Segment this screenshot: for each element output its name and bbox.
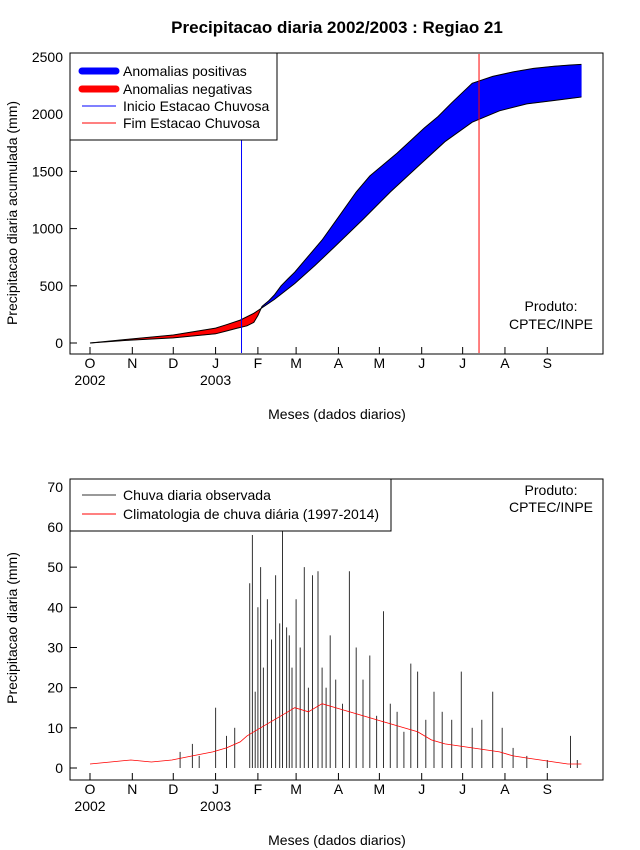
top-xlabel: Meses (dados diarios) <box>268 406 406 422</box>
legend-label-climatologia: Climatologia de chuva diária (1997-2014) <box>123 506 379 522</box>
top-legend: Anomalias positivas Anomalias negativas … <box>69 52 278 141</box>
x-tick-label-a-10: A <box>500 781 510 797</box>
top-ylabel: Precipitacao diaria acumulada (mm) <box>4 101 20 325</box>
x-tick-label-j-8: J <box>418 781 425 797</box>
top-produto-source: CPTEC/INPE <box>509 316 593 332</box>
legend-label-inicio-estacao: Inicio Estacao Chuvosa <box>123 98 270 114</box>
chart-title: Precipitacao diaria 2002/2003 : Regiao 2… <box>171 18 503 37</box>
x-tick-label-j-8: J <box>418 355 425 371</box>
x-tick-label-o-0: O <box>85 355 96 371</box>
cumulative-chart: 0 500 1000 1500 2000 2500 O N D J F M A M J J A S 2002 200… <box>4 49 604 422</box>
y-tick-label-70: 70 <box>47 479 63 495</box>
x-tick-label-a-6: A <box>334 781 344 797</box>
bottom-xlabel: Meses (dados diarios) <box>268 832 406 848</box>
x-tick-label-n-1: N <box>127 355 137 371</box>
top-produto-label: Produto: <box>525 298 578 314</box>
x-tick-label-m-7: M <box>374 355 386 371</box>
x-tick-label-o-0: O <box>85 781 96 797</box>
y-tick-label-2500: 2500 <box>32 49 63 65</box>
legend-label-anomalias-negativas: Anomalias negativas <box>123 81 252 97</box>
y-tick-label-50: 50 <box>47 559 63 575</box>
bottom-ylabel: Precipitacao diaria (mm) <box>4 552 20 704</box>
x-tick-label-m-5: M <box>290 781 302 797</box>
year-label-2002: 2002 <box>74 372 105 388</box>
bottom-produto-source: CPTEC/INPE <box>509 499 593 515</box>
x-tick-label-d-2: D <box>168 781 178 797</box>
y-tick-label-1500: 1500 <box>32 163 63 179</box>
bottom-legend-box <box>69 478 392 532</box>
x-tick-label-a-10: A <box>500 355 510 371</box>
y-tick-label-20: 20 <box>47 680 63 696</box>
x-tick-label-f-4: F <box>254 781 263 797</box>
y-tick-label-1000: 1000 <box>32 221 63 237</box>
y-tick-label-10: 10 <box>47 720 63 736</box>
x-tick-label-a-6: A <box>334 355 344 371</box>
positive-anomaly-area <box>260 64 582 310</box>
y-tick-label-2000: 2000 <box>32 106 63 122</box>
climatology-cumulative-line <box>89 96 582 344</box>
x-tick-label-j-3: J <box>212 355 219 371</box>
x-tick-label-m-7: M <box>374 781 386 797</box>
legend-label-chuva-observada: Chuva diaria observada <box>123 487 271 503</box>
climatology-daily-line <box>89 703 582 765</box>
y-tick-label-0: 0 <box>55 760 63 776</box>
x-tick-label-s-11: S <box>543 781 552 797</box>
y-tick-label-60: 60 <box>47 519 63 535</box>
x-tick-label-s-11: S <box>543 355 552 371</box>
year-label-2003: 2003 <box>200 372 231 388</box>
y-tick-label-500: 500 <box>40 278 64 294</box>
x-tick-label-n-1: N <box>127 781 137 797</box>
x-tick-label-f-4: F <box>254 355 263 371</box>
legend-label-anomalias-positivas: Anomalias positivas <box>123 63 247 79</box>
observed-cumulative-line <box>89 63 582 344</box>
bottom-produto-label: Produto: <box>525 482 578 498</box>
year-label-2003: 2003 <box>200 798 231 814</box>
x-tick-label-j-3: J <box>212 781 219 797</box>
bottom-legend: Chuva diaria observada Climatologia de c… <box>69 478 392 532</box>
legend-label-fim-estacao: Fim Estacao Chuvosa <box>123 115 260 131</box>
y-tick-label-0: 0 <box>55 335 63 351</box>
x-tick-label-j-9: J <box>459 781 466 797</box>
x-tick-label-d-2: D <box>168 355 178 371</box>
y-tick-label-40: 40 <box>47 599 63 615</box>
year-label-2002: 2002 <box>74 798 105 814</box>
y-tick-label-30: 30 <box>47 639 63 655</box>
daily-chart: 0 10 20 30 40 50 60 70 O N D J F M A M J J A S 2002 2003 Pre… <box>4 478 604 848</box>
x-tick-label-m-5: M <box>290 355 302 371</box>
x-tick-label-j-9: J <box>459 355 466 371</box>
